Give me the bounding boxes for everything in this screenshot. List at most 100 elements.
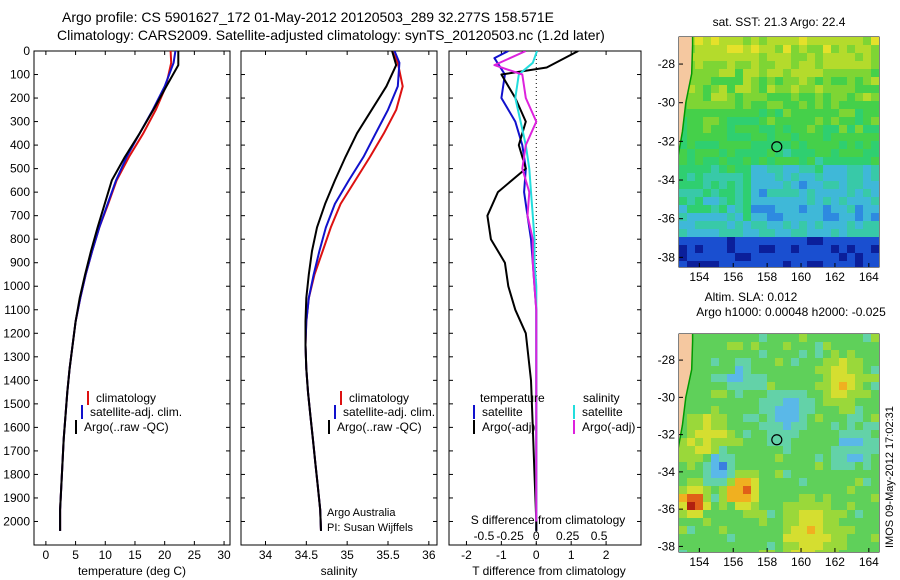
map-cell xyxy=(847,414,856,423)
map-cell xyxy=(855,478,864,487)
map-cell xyxy=(711,382,720,391)
map-cell xyxy=(815,117,824,126)
map-cell xyxy=(735,430,744,439)
map-cell xyxy=(839,45,848,54)
map-cell xyxy=(783,133,792,142)
map-cell xyxy=(775,526,784,535)
legend-label-argo: Argo(..raw -QC) xyxy=(337,420,422,434)
map-cell xyxy=(855,406,864,415)
map-cell xyxy=(855,462,864,471)
map-cell xyxy=(831,390,840,399)
map-cell xyxy=(823,406,832,415)
map-cell xyxy=(863,53,872,62)
map-cell xyxy=(863,125,872,134)
map-cell xyxy=(823,117,832,126)
x-tick-label: 1 xyxy=(568,548,575,562)
map-cell xyxy=(727,526,736,535)
map-cell xyxy=(863,342,872,351)
map-cell xyxy=(871,237,879,246)
map-cell xyxy=(775,462,784,471)
map-cell xyxy=(751,438,760,447)
map-cell xyxy=(783,414,792,423)
map-cell xyxy=(687,133,696,142)
map-cell xyxy=(759,350,768,359)
map-cell xyxy=(807,205,816,214)
map-cell xyxy=(799,133,808,142)
map-cell xyxy=(823,181,832,190)
map-cell xyxy=(743,77,752,86)
map-cell xyxy=(863,141,872,150)
map-cell xyxy=(847,149,856,158)
map-cell xyxy=(775,181,784,190)
map-cell xyxy=(847,390,856,399)
map-cell xyxy=(799,213,808,222)
map-cell xyxy=(823,502,832,511)
map-cell xyxy=(847,253,856,262)
map-cell xyxy=(799,550,808,552)
map-cell xyxy=(695,85,704,94)
series-group xyxy=(486,51,579,531)
map-cell xyxy=(695,245,704,254)
map-cell xyxy=(791,350,800,359)
map-cell xyxy=(735,197,744,206)
map-cell xyxy=(863,261,872,267)
map-cell xyxy=(687,165,696,174)
map-cell xyxy=(799,237,808,246)
map-cell xyxy=(743,446,752,455)
map-cell xyxy=(751,221,760,230)
map-cell xyxy=(831,205,840,214)
map-cell xyxy=(687,398,696,407)
map-cell xyxy=(703,45,712,54)
map-cell xyxy=(695,205,704,214)
map-cell xyxy=(871,366,879,375)
map-cell xyxy=(775,165,784,174)
map-cell xyxy=(807,101,816,110)
map-cell xyxy=(759,85,768,94)
map-cell xyxy=(823,221,832,230)
map-cell xyxy=(711,374,720,383)
map-cell xyxy=(735,101,744,110)
map-cell xyxy=(743,374,752,383)
map-cell xyxy=(743,197,752,206)
lon-tick-label: 158 xyxy=(757,555,777,569)
map-cell xyxy=(871,462,879,471)
map-cell xyxy=(751,526,760,535)
map-cell xyxy=(783,261,792,267)
map-cell xyxy=(823,534,832,543)
map-cell xyxy=(791,374,800,383)
map-cell xyxy=(839,502,848,511)
map-cell xyxy=(703,510,712,519)
map-cell xyxy=(823,261,832,267)
map-cell xyxy=(807,526,816,535)
map-cell xyxy=(871,205,879,214)
salinity-legend: climatology satellite-adj. clim. Argo(..… xyxy=(328,391,435,434)
map-cell xyxy=(807,486,816,495)
map-cell xyxy=(687,189,696,198)
map-cell xyxy=(775,61,784,70)
sla-map-title-line1: Altim. SLA: 0.012 xyxy=(705,290,798,304)
map-cell xyxy=(767,510,776,519)
lat-tick-label: -28 xyxy=(658,57,676,71)
map-cell xyxy=(735,189,744,198)
map-cell xyxy=(863,173,872,182)
map-cell xyxy=(871,390,879,399)
map-cell xyxy=(863,422,872,431)
map-cell xyxy=(751,253,760,262)
map-cell xyxy=(815,261,824,267)
map-cell xyxy=(871,133,879,142)
map-cell xyxy=(719,446,728,455)
map-cell xyxy=(751,245,760,254)
x2-tick-label: -0.25 xyxy=(496,529,524,543)
map-cell xyxy=(703,261,712,267)
map-cell xyxy=(743,478,752,487)
map-cell xyxy=(759,205,768,214)
map-cell xyxy=(695,101,704,110)
map-cell xyxy=(775,93,784,102)
map-cell xyxy=(871,374,879,383)
map-cell xyxy=(871,494,879,503)
map-cell xyxy=(759,93,768,102)
map-cell xyxy=(799,334,808,343)
map-cell xyxy=(799,61,808,70)
map-cell xyxy=(735,69,744,78)
map-cell xyxy=(759,237,768,246)
